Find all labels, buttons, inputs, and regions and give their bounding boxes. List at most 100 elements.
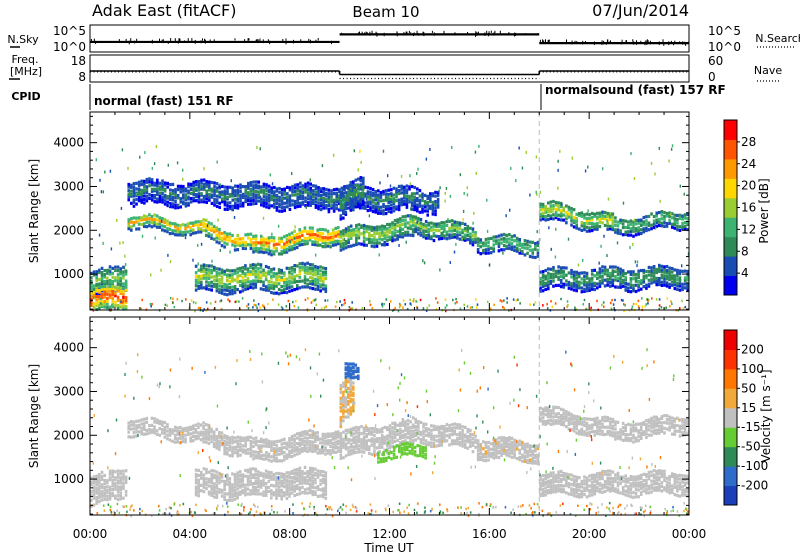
heatmap-cell <box>373 245 376 249</box>
heatmap-cell <box>293 446 296 450</box>
heatmap-cell <box>560 297 562 301</box>
heatmap-cell <box>596 282 599 286</box>
heatmap-cell <box>277 292 281 296</box>
heatmap-cell <box>262 280 265 284</box>
heatmap-cell <box>596 276 599 281</box>
heatmap-cell <box>247 306 250 310</box>
heatmap-cell <box>559 413 563 418</box>
heatmap-cell <box>637 221 640 225</box>
heatmap-cell <box>474 231 477 235</box>
heatmap-cell <box>400 184 404 188</box>
noise-spike <box>383 32 385 37</box>
heatmap-cell <box>234 203 237 207</box>
heatmap-cell <box>601 422 604 426</box>
heatmap-cell <box>565 415 568 420</box>
noise-spike <box>584 41 586 44</box>
heatmap-cell <box>541 419 545 424</box>
heatmap-cell <box>377 198 380 202</box>
heatmap-cell <box>474 440 477 445</box>
heatmap-cell <box>103 287 107 291</box>
heatmap-cell <box>212 275 216 279</box>
heatmap-cell <box>137 199 141 203</box>
heatmap-cell <box>424 229 428 233</box>
heatmap-cell <box>453 422 457 426</box>
heatmap-cell <box>393 222 397 227</box>
heatmap-cell <box>320 307 323 310</box>
heatmap-cell <box>510 238 514 242</box>
heatmap-cell <box>645 269 648 274</box>
heatmap-cell <box>518 243 522 248</box>
heatmap-cell <box>446 304 448 307</box>
heatmap-cell <box>681 221 684 226</box>
heatmap-cell <box>168 433 172 437</box>
heatmap-cell <box>395 199 398 203</box>
noise-spike <box>455 33 457 36</box>
heatmap-cell <box>306 440 309 444</box>
heatmap-cell <box>280 206 284 210</box>
heatmap-cell <box>663 214 666 219</box>
heatmap-cell <box>367 445 371 449</box>
heatmap-cell <box>583 221 586 226</box>
heatmap-cell <box>344 186 348 190</box>
heatmap-cell <box>357 437 361 441</box>
heatmap-cell <box>267 444 271 449</box>
heatmap-cell <box>215 427 219 432</box>
heatmap-cell <box>660 221 664 225</box>
heatmap-cell <box>295 239 299 243</box>
heatmap-cell <box>280 442 284 446</box>
heatmap-cell <box>314 287 317 291</box>
heatmap-cell <box>331 240 335 244</box>
heatmap-cell <box>298 231 302 235</box>
heatmap-cell <box>359 179 363 183</box>
heatmap-cell <box>436 193 440 197</box>
heatmap-cell <box>557 269 560 273</box>
heatmap-cell <box>336 449 340 453</box>
heatmap-cell <box>301 285 304 289</box>
heatmap-cell <box>458 223 462 227</box>
heatmap-cell <box>342 191 345 195</box>
heatmap-cell <box>627 282 630 286</box>
heatmap-cell <box>474 237 477 241</box>
heatmap-cell <box>517 298 519 301</box>
heatmap-cell <box>184 196 188 200</box>
heatmap-cell <box>202 276 206 280</box>
heatmap-cell <box>383 448 387 452</box>
heatmap-cell <box>378 225 381 229</box>
heatmap-cell <box>124 254 126 258</box>
heatmap-cell <box>544 210 546 214</box>
heatmap-cell <box>508 447 511 452</box>
heatmap-cell <box>621 219 625 223</box>
heatmap-cell <box>474 298 477 301</box>
heatmap-cell <box>497 249 501 253</box>
heatmap-cell <box>155 429 159 433</box>
heatmap-cell <box>259 456 263 461</box>
heatmap-cell <box>458 237 462 241</box>
heatmap-cell <box>383 233 387 237</box>
heatmap-cell <box>367 225 371 229</box>
heatmap-cell <box>342 229 345 233</box>
heatmap-cell <box>515 444 519 448</box>
heatmap-cell <box>275 457 278 461</box>
heatmap-cell <box>347 446 350 450</box>
heatmap-cell <box>311 435 314 440</box>
heatmap-cell <box>588 212 591 217</box>
heatmap-cell <box>608 227 612 231</box>
heatmap-cell <box>208 183 211 187</box>
heatmap-cell <box>585 229 589 233</box>
heatmap-cell <box>355 236 358 241</box>
heatmap-cell <box>552 272 555 276</box>
heatmap-cell <box>647 278 651 282</box>
heatmap-cell <box>450 427 454 431</box>
heatmap-cell <box>331 445 335 449</box>
heatmap-cell <box>422 441 425 446</box>
heatmap-cell <box>95 482 98 486</box>
heatmap-cell <box>642 215 646 220</box>
heatmap-cell <box>163 195 167 199</box>
noise-spike <box>574 40 576 44</box>
heatmap-cell <box>339 434 343 438</box>
heatmap-cell <box>614 431 617 435</box>
heatmap-cell <box>655 283 659 287</box>
heatmap-cell <box>567 286 571 290</box>
heatmap-cell <box>660 415 664 419</box>
heatmap-cell <box>212 444 216 449</box>
